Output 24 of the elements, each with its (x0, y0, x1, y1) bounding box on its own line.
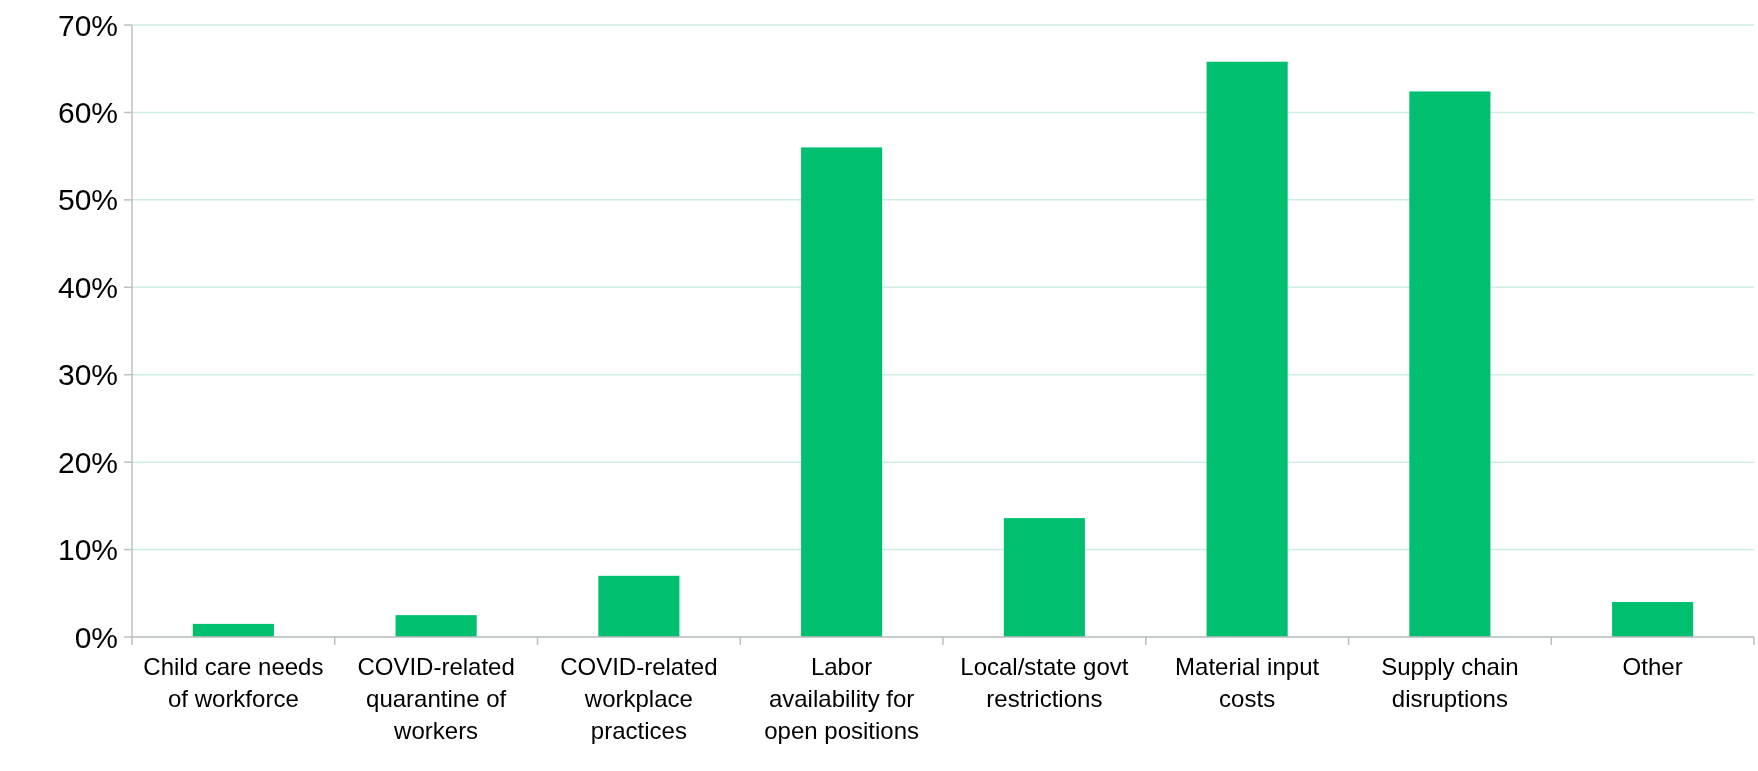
x-tick-label: Other (1622, 653, 1683, 680)
bar (1612, 602, 1694, 637)
y-tick-label: 50% (57, 183, 118, 217)
bar (1206, 61, 1288, 637)
y-tick-label: 40% (57, 270, 118, 304)
y-tick-label: 10% (57, 533, 118, 567)
y-tick-label: 30% (57, 358, 118, 392)
x-tick-label: COVID-related quarantine of workers (357, 653, 515, 744)
y-tick-label: 60% (57, 95, 118, 129)
x-tick-label: Child care needs of workforce (143, 653, 324, 712)
bar (598, 575, 680, 637)
x-tick-label: Material input costs (1175, 653, 1320, 712)
bar (801, 147, 883, 637)
x-tick-label: Labor availability for open positions (764, 653, 920, 744)
bar (1003, 518, 1085, 637)
x-tick-label: Supply chain disruptions (1381, 653, 1519, 712)
bar (1409, 91, 1491, 637)
y-tick-label: 20% (57, 445, 118, 479)
y-tick-label: 0% (74, 620, 118, 654)
x-tick-label: Local/state govt restrictions (960, 653, 1129, 712)
bar (192, 623, 274, 637)
y-tick-label: 70% (57, 8, 118, 42)
x-tick-label: COVID-related workplace practices (560, 653, 718, 744)
bar (395, 615, 477, 637)
